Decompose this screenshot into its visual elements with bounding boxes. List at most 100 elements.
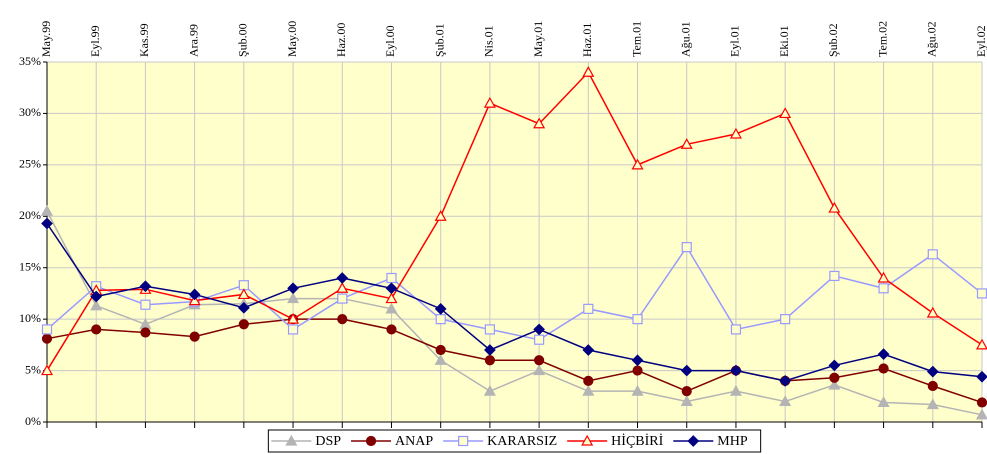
marker	[189, 331, 200, 342]
marker	[976, 288, 987, 299]
line	[46, 223, 983, 382]
marker	[680, 364, 693, 377]
marker	[730, 324, 742, 335]
marker	[730, 364, 742, 377]
marker	[975, 338, 987, 350]
marker	[927, 249, 938, 260]
marker	[287, 312, 300, 324]
x-tick-label: Şub.02	[826, 23, 840, 57]
legend-label: HİÇBİRİ	[611, 433, 663, 449]
x-tick-label: Eyl.01	[728, 25, 742, 57]
marker	[140, 299, 151, 310]
marker	[687, 435, 700, 447]
marker	[632, 365, 643, 376]
marker	[828, 378, 841, 390]
x-tick-label: Ara.99	[186, 24, 200, 57]
y-tick-label: 0%	[25, 414, 41, 428]
y-tick-label: 20%	[19, 208, 41, 222]
marker	[238, 319, 249, 330]
marker	[386, 324, 397, 335]
marker	[434, 303, 447, 315]
x-tick-label: Haz.00	[334, 23, 348, 57]
y-tick-label: 10%	[19, 311, 41, 325]
marker	[90, 290, 103, 303]
marker	[779, 395, 792, 407]
marker	[237, 288, 250, 300]
y-tick-label: 15%	[19, 259, 41, 273]
marker	[829, 270, 840, 282]
marker	[533, 117, 546, 129]
x-tick-label: May.01	[531, 21, 545, 57]
marker	[90, 299, 103, 311]
marker	[729, 384, 742, 396]
marker	[140, 327, 151, 338]
marker	[91, 324, 102, 335]
x-tick-label: Ağu.01	[678, 21, 692, 57]
marker	[484, 355, 495, 366]
marker	[435, 314, 446, 325]
marker	[40, 204, 54, 216]
y-tick-label: 5%	[25, 362, 41, 376]
x-tick-label: May.99	[39, 21, 53, 57]
marker	[287, 292, 300, 304]
marker	[632, 314, 643, 325]
y-tick-label: 35%	[19, 54, 41, 68]
legend: DSP ANAP KARARSIZ HİÇBİRİ MHP	[267, 429, 762, 453]
marker	[927, 380, 938, 392]
marker	[434, 354, 447, 365]
x-tick-label: Şub.01	[432, 23, 446, 57]
line	[46, 71, 983, 371]
marker	[533, 323, 545, 336]
marker	[287, 282, 299, 295]
marker	[631, 384, 644, 396]
marker	[385, 302, 398, 314]
marker	[386, 272, 397, 284]
line	[46, 210, 983, 416]
marker	[582, 66, 595, 77]
marker	[237, 301, 250, 314]
marker	[877, 396, 890, 408]
marker	[483, 384, 496, 396]
marker	[878, 283, 889, 294]
marker	[188, 288, 201, 301]
marker	[434, 210, 447, 221]
marker	[681, 386, 692, 397]
marker	[385, 292, 398, 304]
marker	[435, 344, 446, 356]
plot-area	[47, 62, 982, 422]
marker	[681, 242, 692, 253]
x-tick-label: Nis.01	[482, 25, 496, 57]
marker	[829, 372, 840, 383]
x-tick-label: Eki.01	[777, 25, 791, 57]
marker	[926, 398, 939, 410]
marker	[534, 334, 545, 345]
marker	[285, 434, 298, 446]
marker	[534, 355, 545, 366]
marker	[337, 293, 348, 304]
x-tick-label: Tem.02	[875, 21, 889, 57]
x-tick-label: Kas.99	[137, 23, 151, 57]
line	[46, 318, 983, 404]
marker	[680, 395, 693, 407]
marker	[583, 303, 594, 314]
marker	[680, 138, 693, 149]
marker	[878, 363, 889, 374]
marker	[779, 107, 792, 119]
marker	[337, 314, 348, 325]
legend-item: HİÇBİRİ	[567, 433, 664, 449]
marker	[926, 365, 939, 378]
marker	[385, 282, 398, 295]
marker	[877, 271, 890, 283]
legend-item: KARARSIZ	[443, 434, 557, 449]
y-tick-label: 25%	[19, 157, 41, 171]
legend-label: ANAP	[395, 434, 433, 449]
marker	[365, 435, 377, 447]
legend-item: ANAP	[351, 434, 433, 449]
marker	[729, 127, 742, 139]
series	[40, 204, 987, 420]
marker	[877, 348, 890, 360]
series	[40, 66, 987, 376]
marker	[336, 282, 349, 293]
legend-label: MHP	[717, 434, 748, 449]
